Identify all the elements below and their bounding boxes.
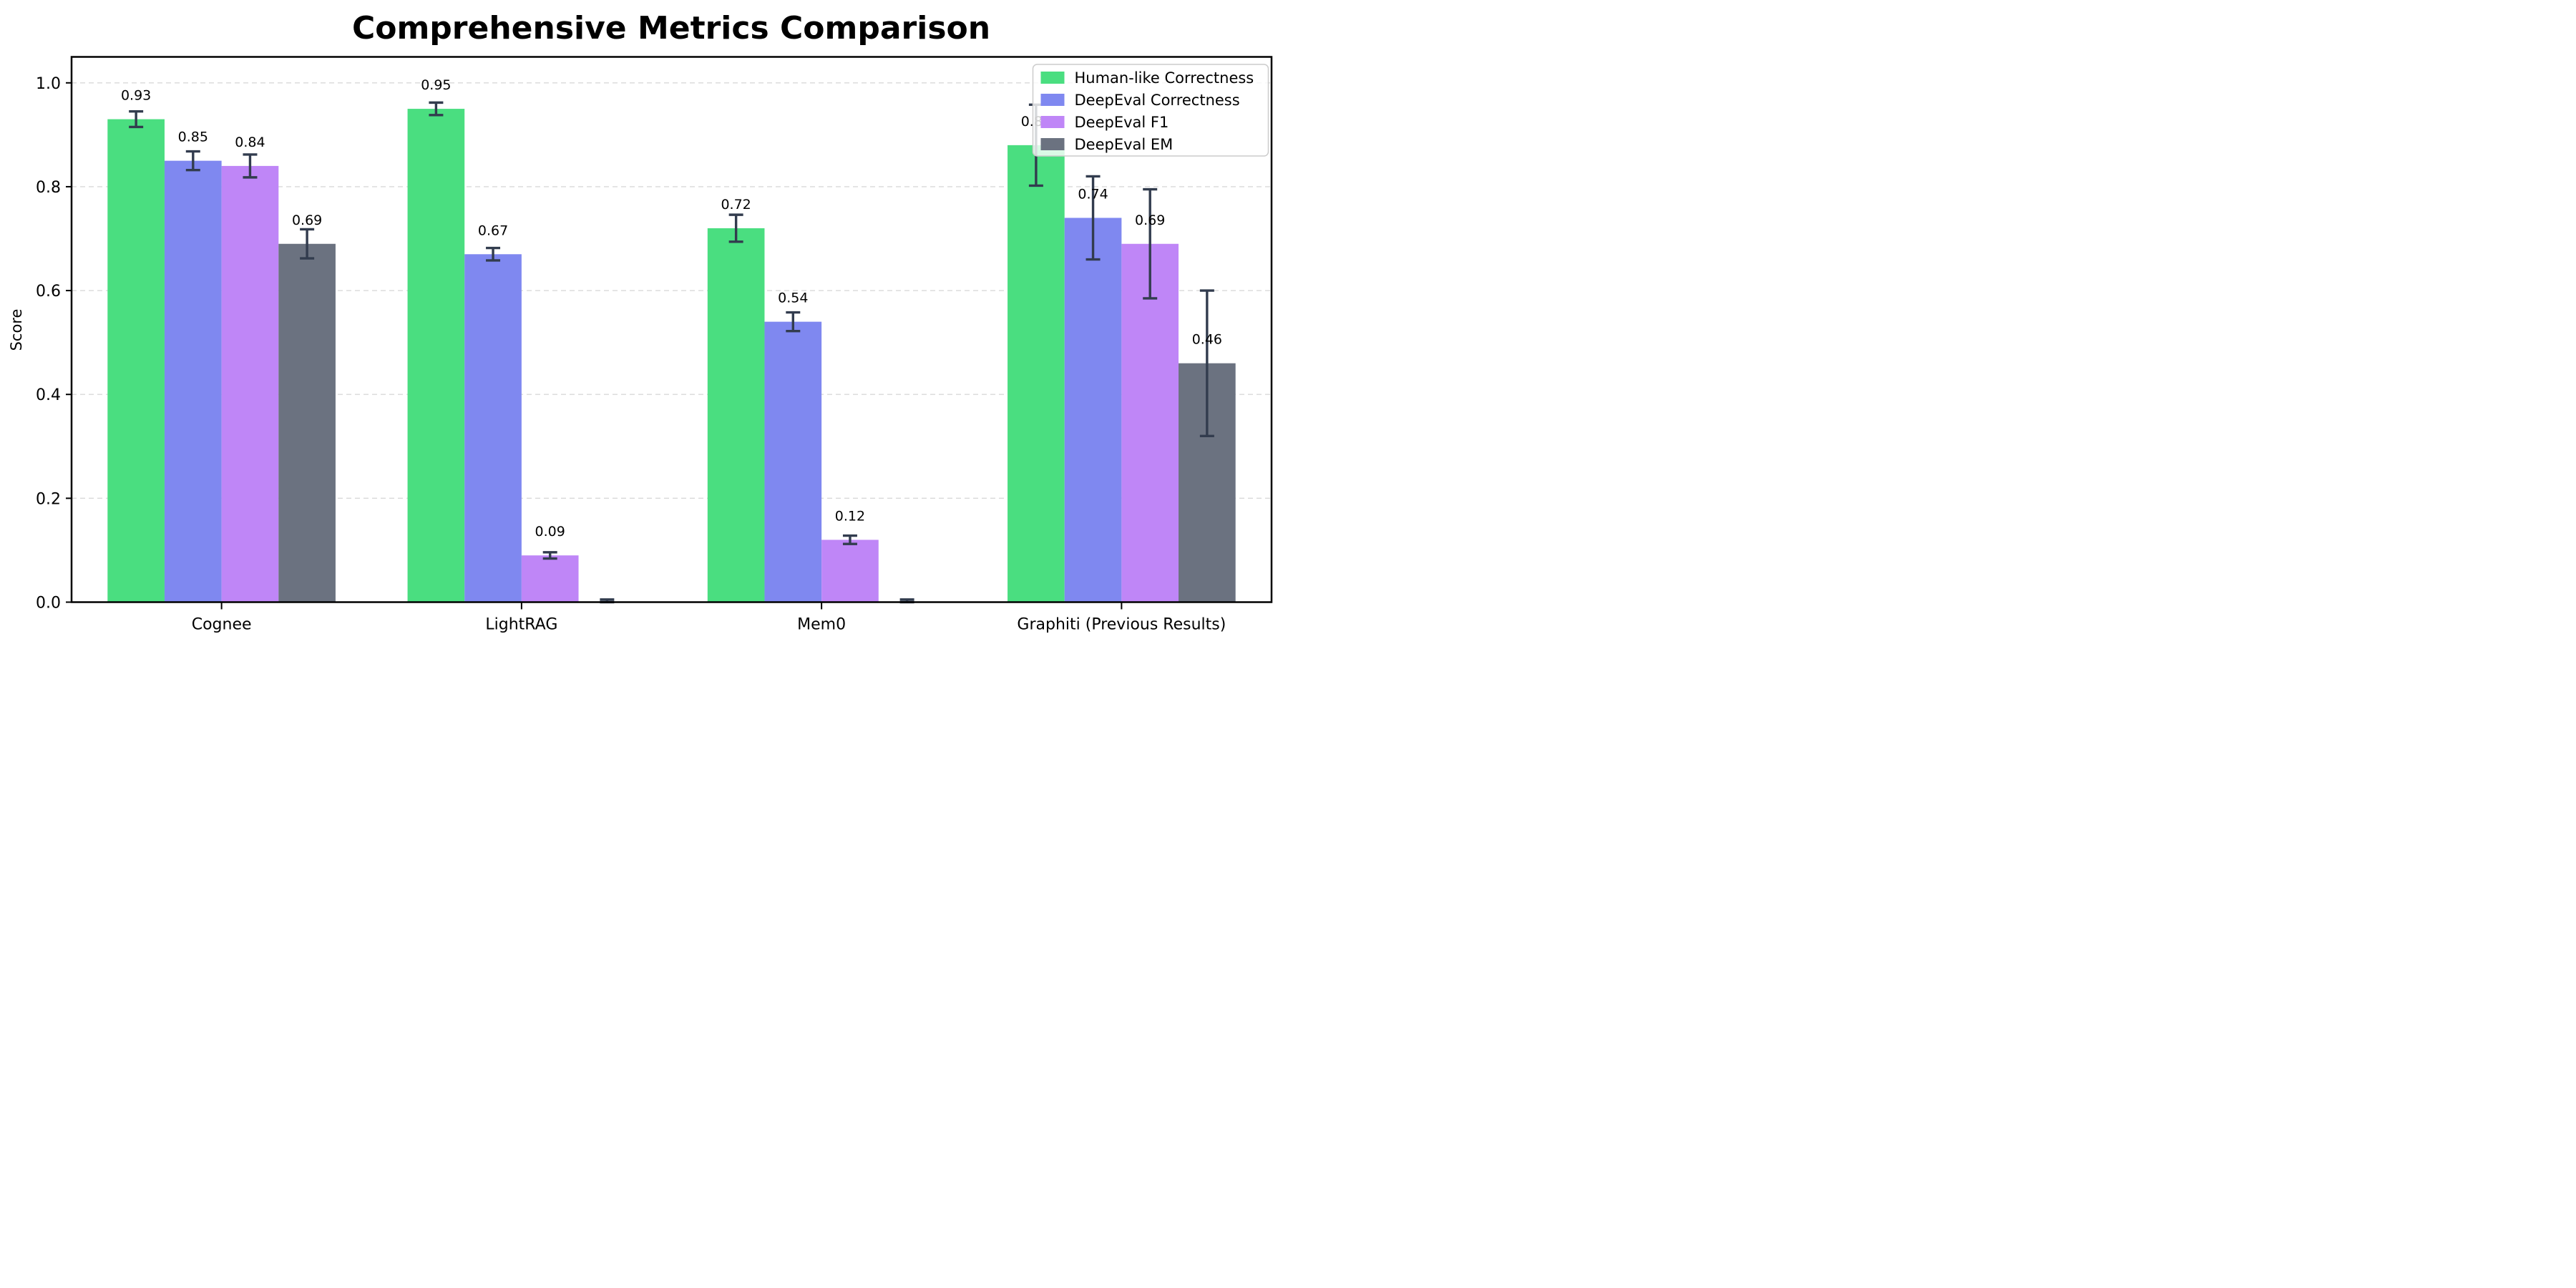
y-tick-label: 0.2 xyxy=(36,490,61,508)
errorbar-cognee-human-like-correctness xyxy=(129,109,144,129)
bar-lightrag-human-like-correctness xyxy=(407,109,465,602)
x-tick-label-cognee: Cognee xyxy=(192,616,252,634)
value-label-graphiti-previous-results-deepeval-em: 0.46 xyxy=(1192,332,1222,348)
x-tick-label-lightrag: LightRAG xyxy=(485,616,557,634)
legend-item-deepeval-f1: DeepEval F1 xyxy=(1040,114,1169,131)
y-tick-label: 0.6 xyxy=(36,283,61,301)
legend-box xyxy=(1032,64,1269,157)
bar-cognee-deepeval-correctness xyxy=(164,160,222,602)
bar-mem0-deepeval-correctness xyxy=(764,321,822,602)
errorbar-cognee-deepeval-correctness xyxy=(185,150,200,172)
errorbar-cognee-deepeval-f1 xyxy=(243,153,258,179)
legend-item-deepeval-correctness: DeepEval Correctness xyxy=(1040,92,1240,109)
errorbar-lightrag-deepeval-correctness xyxy=(486,246,501,262)
plot-area: 0.930.950.720.880.850.670.540.740.840.09… xyxy=(36,56,1273,634)
figure: 0.930.950.720.880.850.670.540.740.840.09… xyxy=(0,0,1288,644)
y-axis-label: Score xyxy=(8,309,25,351)
bar-graphiti-previous-results-deepeval-f1 xyxy=(1121,243,1179,602)
bar-lightrag-deepeval-f1 xyxy=(521,555,579,602)
value-label-cognee-deepeval-f1: 0.84 xyxy=(235,135,265,150)
bar-mem0-human-like-correctness xyxy=(707,228,765,602)
bar-graphiti-previous-results-human-like-correctness xyxy=(1008,145,1065,602)
x-tick-label-graphiti-previous-results: Graphiti (Previous Results) xyxy=(1017,616,1226,634)
chart-title: Comprehensive Metrics Comparison xyxy=(352,10,990,47)
value-label-lightrag-deepeval-correctness: 0.67 xyxy=(478,223,508,238)
y-tick-label: 0.8 xyxy=(36,179,61,197)
errorbar-mem0-deepeval-f1 xyxy=(842,534,857,545)
y-tick-label: 0.4 xyxy=(36,386,61,404)
legend-swatch-deepeval-em xyxy=(1040,138,1065,150)
y-tick-label: 0.0 xyxy=(36,595,61,613)
plot-frame xyxy=(70,56,1273,603)
errorbar-graphiti-previous-results-deepeval-f1 xyxy=(1143,187,1158,300)
errorbar-lightrag-human-like-correctness xyxy=(429,101,444,117)
bar-cognee-deepeval-f1 xyxy=(221,165,279,602)
errorbar-lightrag-deepeval-f1 xyxy=(542,551,557,560)
legend-swatch-deepeval-correctness xyxy=(1040,94,1065,106)
value-label-lightrag-deepeval-f1: 0.09 xyxy=(535,524,565,540)
legend: Human-like Correctness DeepEval Correctne… xyxy=(1032,64,1269,157)
y-tick-label: 1.0 xyxy=(36,75,61,93)
value-label-mem0-human-like-correctness: 0.72 xyxy=(721,197,751,213)
legend-label-deepeval-em: DeepEval EM xyxy=(1075,136,1174,153)
bar-cognee-deepeval-em xyxy=(278,243,336,602)
errorbar-graphiti-previous-results-deepeval-em xyxy=(1199,289,1214,437)
bar-chart: 0.930.950.720.880.850.670.540.740.840.09… xyxy=(8,10,1273,634)
value-label-graphiti-previous-results-deepeval-f1: 0.69 xyxy=(1135,213,1165,228)
errorbar-graphiti-previous-results-deepeval-correctness xyxy=(1085,175,1101,261)
value-label-cognee-deepeval-correctness: 0.85 xyxy=(178,130,208,145)
value-label-cognee-deepeval-em: 0.69 xyxy=(292,213,322,228)
value-label-cognee-human-like-correctness: 0.93 xyxy=(121,88,151,104)
errorbar-mem0-deepeval-correctness xyxy=(786,311,801,333)
value-label-mem0-deepeval-f1: 0.12 xyxy=(835,508,865,524)
errorbar-mem0-human-like-correctness xyxy=(728,213,743,243)
bar-lightrag-deepeval-correctness xyxy=(464,254,522,602)
errorbar-cognee-deepeval-em xyxy=(300,228,315,260)
x-tick-label-mem0: Mem0 xyxy=(797,616,846,634)
legend-label-human-like-correctness: Human-like Correctness xyxy=(1075,69,1254,87)
bar-cognee-human-like-correctness xyxy=(107,119,165,602)
legend-swatch-deepeval-f1 xyxy=(1040,116,1065,128)
legend-item-deepeval-em: DeepEval EM xyxy=(1040,136,1174,153)
legend-label-deepeval-correctness: DeepEval Correctness xyxy=(1075,92,1240,109)
bar-graphiti-previous-results-deepeval-correctness xyxy=(1064,218,1122,602)
legend-item-human-like-correctness: Human-like Correctness xyxy=(1040,69,1254,87)
legend-label-deepeval-f1: DeepEval F1 xyxy=(1075,114,1169,131)
legend-swatch-human-like-correctness xyxy=(1040,72,1065,84)
value-label-mem0-deepeval-correctness: 0.54 xyxy=(778,291,808,306)
value-label-graphiti-previous-results-deepeval-correctness: 0.74 xyxy=(1078,186,1108,202)
value-label-lightrag-human-like-correctness: 0.95 xyxy=(421,77,451,93)
bar-mem0-deepeval-f1 xyxy=(821,540,879,602)
